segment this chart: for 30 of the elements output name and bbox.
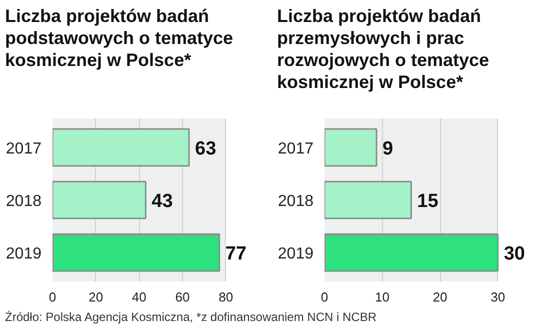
x-tick-label: 60 [175, 290, 190, 304]
data-label: 9 [382, 138, 394, 160]
y-tick-label: 2017 [278, 140, 314, 158]
data-label: 77 [225, 244, 246, 265]
bar [52, 233, 220, 272]
bar [52, 128, 190, 167]
y-tick-label: 2019 [6, 246, 42, 263]
text: Źródło: Polska Agencja Kosmiczna, *z dofinansowaniem NCN i NCBR [5, 309, 376, 326]
data-label: 15 [417, 191, 439, 212]
x-tick-label: 30 [490, 290, 506, 304]
y-tick-label: 2018 [6, 193, 42, 210]
data-label: 43 [152, 191, 173, 212]
bar [324, 128, 378, 167]
data-label: 30 [504, 244, 525, 265]
x-tick-label: 80 [218, 290, 234, 304]
y-tick-label: 2018 [278, 193, 314, 210]
x-tick-label: 10 [375, 290, 390, 304]
bar [324, 180, 412, 220]
x-tick-label: 0 [320, 290, 328, 304]
x-tick-label: 0 [48, 290, 56, 304]
x-tick-label: 20 [432, 290, 448, 304]
bar [324, 233, 499, 272]
chart-title: Liczba projektów badań przemysłowych i prac rozwojowych o tematyce kosmicznej w Polsce* [277, 5, 490, 93]
data-label: 63 [195, 138, 216, 160]
chart-title: Liczba projektów badań podstawowych o tematyce kosmicznej w Polsce* [5, 5, 234, 71]
x-tick-label: 40 [132, 290, 146, 304]
y-tick-label: 2017 [6, 140, 42, 158]
y-tick-label: 2019 [278, 246, 314, 263]
bar [52, 180, 146, 220]
x-tick-label: 20 [88, 290, 104, 304]
